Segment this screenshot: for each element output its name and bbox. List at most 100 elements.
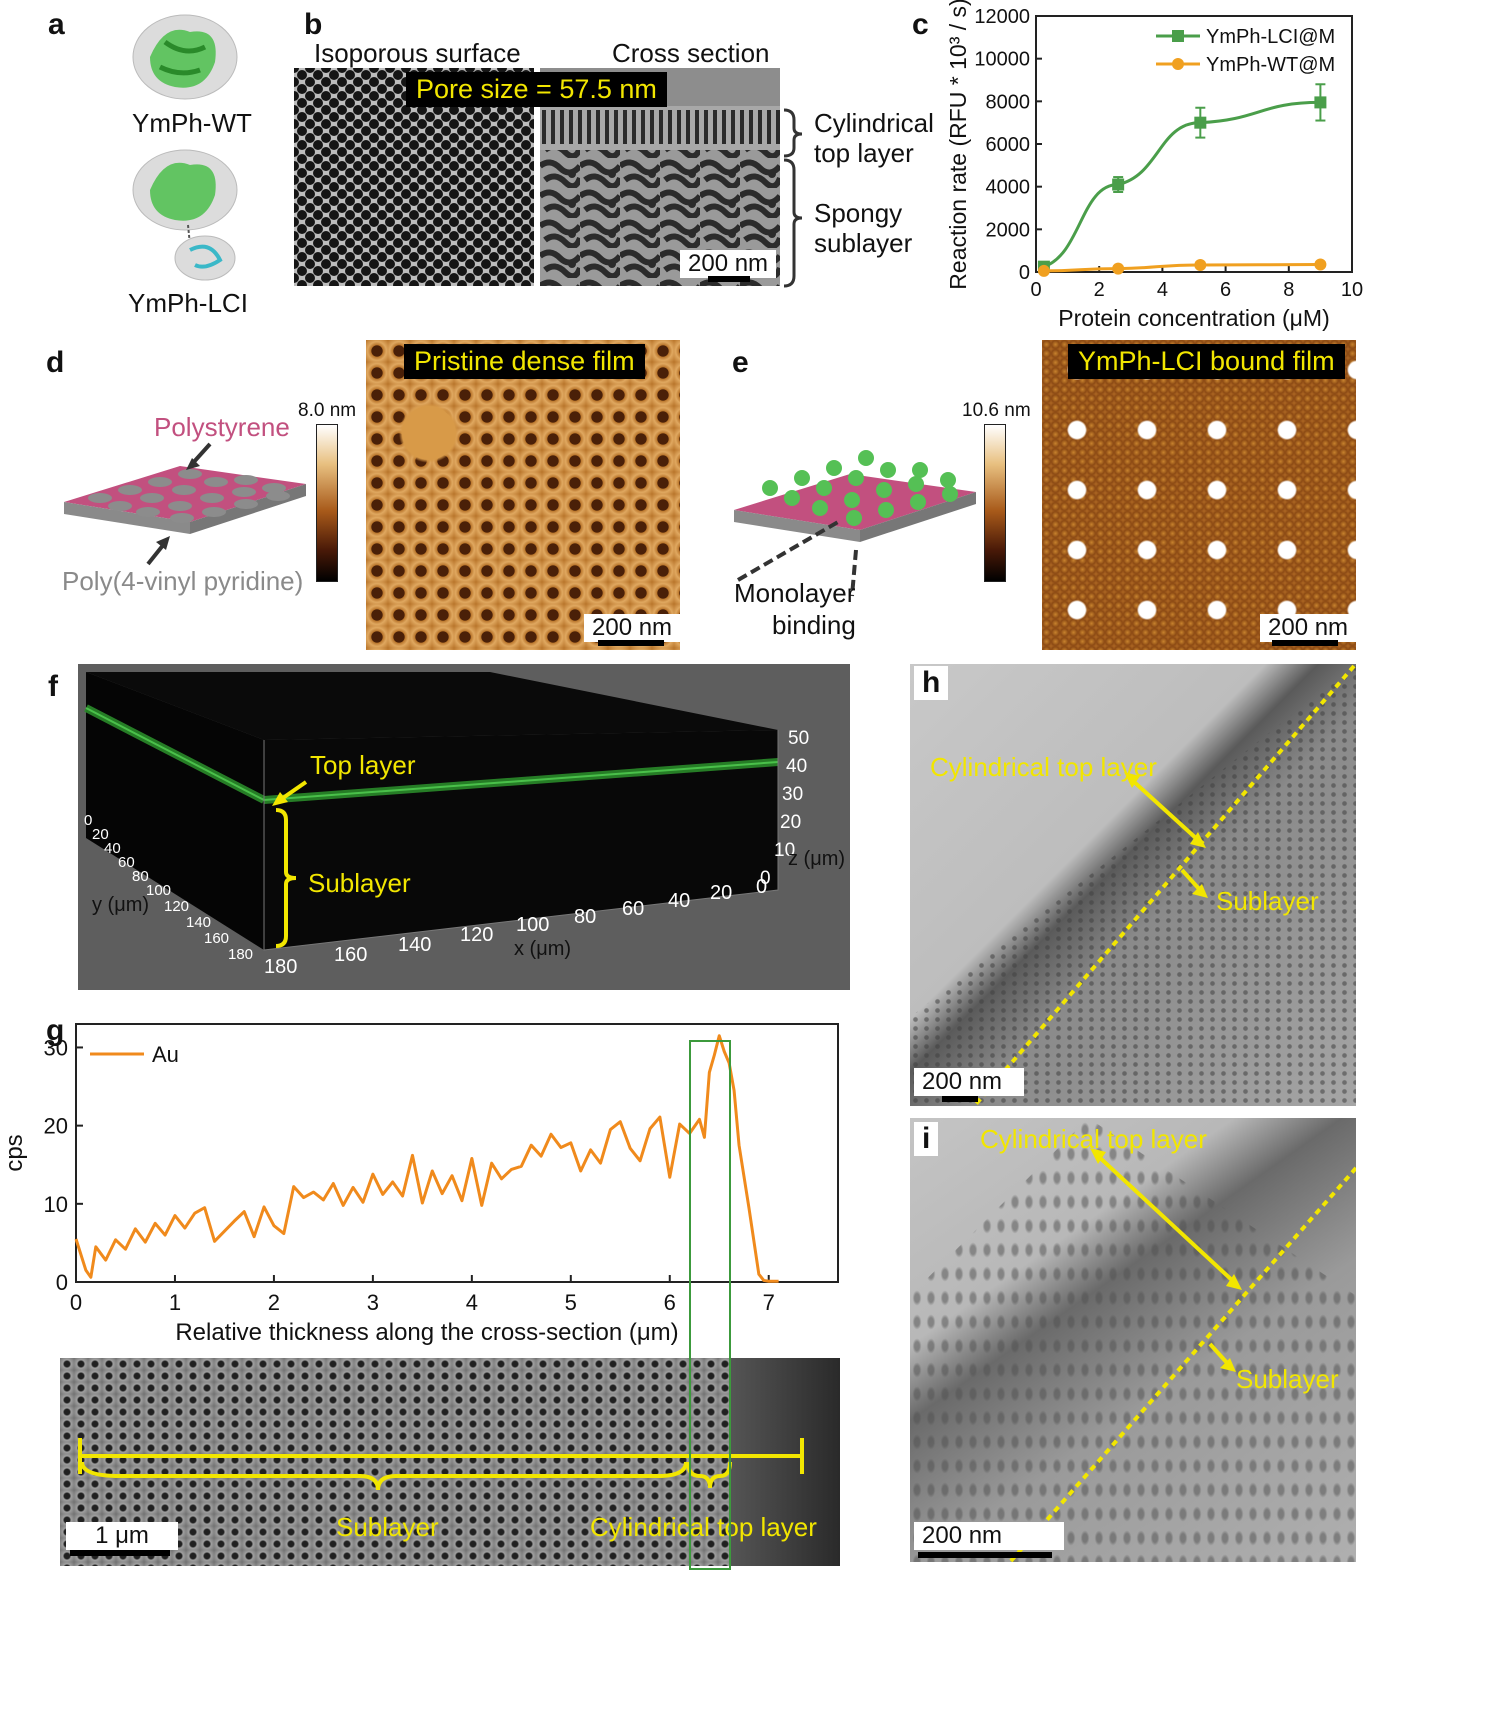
monolayer-label-line1: Monolayer xyxy=(734,578,856,608)
y-axis-tick-label: 140 xyxy=(186,914,212,931)
ymph-lci-label: YmPh-LCI xyxy=(128,288,248,318)
bound-film-title: YmPh-LCI bound film xyxy=(1068,344,1345,379)
y-tick-label: 12000 xyxy=(974,6,1030,28)
y-axis-tick-label: 100 xyxy=(146,882,172,899)
panel-b-brackets xyxy=(783,108,803,288)
data-point xyxy=(1112,262,1125,275)
panel-label-g: g xyxy=(46,1014,65,1047)
cylindrical-label-line1: Cylindrical xyxy=(814,108,934,138)
pore-size-badge: Pore size = 57.5 nm xyxy=(406,72,667,107)
x-axis-title: Relative thickness along the cross-secti… xyxy=(175,1319,678,1346)
panel-label-e: e xyxy=(732,346,749,379)
y-axis-tick-label: 20 xyxy=(92,826,109,843)
legend-label: YmPh-WT@M xyxy=(1206,54,1335,76)
series-line xyxy=(74,1034,779,1283)
top-layer-highlight-box xyxy=(689,1040,731,1570)
p4vp-arrow-icon xyxy=(146,536,170,566)
x-axis-tick-label: 120 xyxy=(460,924,494,946)
z-axis-tick-label: 10 xyxy=(774,840,796,861)
x-tick-label: 2 xyxy=(268,1290,280,1315)
panel-e-colorbar-max: 10.6 nm xyxy=(962,400,1031,421)
y-axis-tick-label: 120 xyxy=(164,898,190,915)
x-axis-title: Protein concentration (μM) xyxy=(1058,305,1329,331)
p4vp-label: Poly(4-vinyl pyridine) xyxy=(62,566,304,596)
panel-label-d: d xyxy=(46,346,65,379)
y-axis-tick-label: 180 xyxy=(228,946,254,963)
y-axis-label: y (μm) xyxy=(92,894,150,916)
panel-d-scale-label: 200 nm xyxy=(584,614,681,642)
x-tick-label: 10 xyxy=(1341,279,1363,301)
y-axis-tick-label: 160 xyxy=(204,930,230,947)
data-point xyxy=(1194,258,1207,271)
y-tick-label: 10000 xyxy=(974,49,1030,71)
x-axis-tick-label: 100 xyxy=(516,914,550,936)
bound-film-afm-image xyxy=(1042,340,1356,650)
panel-h-scale-bar xyxy=(942,1096,978,1102)
x-axis-tick-label: 40 xyxy=(668,890,691,912)
data-point xyxy=(1314,258,1327,271)
x-axis-tick-label: 20 xyxy=(710,882,733,904)
y-axis-title: cps xyxy=(1,1134,28,1171)
panel-d-scale-bar xyxy=(598,640,664,646)
spongy-label-line2: sublayer xyxy=(814,228,913,258)
panel-label-h: h xyxy=(914,666,949,700)
x-axis-tick-label: 160 xyxy=(334,944,368,966)
y-tick-label: 10 xyxy=(44,1192,68,1217)
x-tick-label: 0 xyxy=(70,1290,82,1315)
spongy-label-line1: Spongy xyxy=(814,198,903,228)
x-tick-label: 2 xyxy=(1094,279,1105,301)
y-tick-label: 8000 xyxy=(986,91,1031,113)
y-tick-label: 4000 xyxy=(986,177,1031,199)
z-axis-tick-label: 50 xyxy=(788,728,810,749)
x-tick-label: 1 xyxy=(169,1290,181,1315)
au-depth-profile-chart: 0 1 2 3 4 5 6 7 0 10 20 30 Relative thickness along … xyxy=(1,1023,839,1346)
series-line xyxy=(1043,100,1321,269)
x-axis-tick-label: 80 xyxy=(574,906,597,928)
top-layer-label: Top layer xyxy=(310,750,416,780)
x-axis-tick-label: 180 xyxy=(264,956,298,978)
data-point xyxy=(1112,178,1125,191)
panel-i-scale-label: 200 nm xyxy=(914,1522,1064,1550)
bound-film-schematic xyxy=(734,450,976,542)
sublayer-label-h: Sublayer xyxy=(1216,886,1319,916)
z-axis-label: z (μm) xyxy=(788,848,846,870)
data-point xyxy=(1194,116,1207,129)
panel-i-scale-bar xyxy=(918,1552,1052,1558)
polystyrene-arrow-icon xyxy=(186,442,212,470)
z-axis-tick-label: 30 xyxy=(782,784,804,805)
y-axis-title: Reaction rate (RFU * 10³ / s) xyxy=(945,0,971,290)
y-tick-label: 20 xyxy=(44,1114,68,1139)
cross-section-title: Cross section xyxy=(612,38,770,68)
panel-d-colorbar xyxy=(316,424,338,582)
legend-label: YmPh-LCI@M xyxy=(1206,26,1335,48)
panel-g-scale-label: 1 μm xyxy=(66,1522,178,1550)
cylindrical-label-line2: top layer xyxy=(814,138,914,168)
sublayer-label-f: Sublayer xyxy=(308,868,411,898)
data-point xyxy=(1314,96,1327,109)
x-axis-label: x (μm) xyxy=(514,938,572,960)
cylindrical-top-layer-label-h: Cylindrical top layer xyxy=(930,752,1157,782)
z-axis-tick-label: 40 xyxy=(786,756,808,777)
polystyrene-label: Polystyrene xyxy=(154,412,290,442)
x-tick-label: 6 xyxy=(664,1290,676,1315)
sublayer-bracket xyxy=(275,808,297,948)
plot-frame xyxy=(75,1023,839,1283)
y-tick-label: 2000 xyxy=(986,219,1031,241)
panel-e-scale-bar xyxy=(1272,640,1338,646)
x-tick-label: 6 xyxy=(1220,279,1231,301)
y-tick-label: 6000 xyxy=(986,134,1031,156)
panel-label-a: a xyxy=(48,8,65,41)
panel-label-c: c xyxy=(912,8,929,41)
sublayer-label-i: Sublayer xyxy=(1236,1364,1339,1394)
data-point xyxy=(1037,264,1050,277)
x-tick-label: 3 xyxy=(367,1290,379,1315)
panel-h-annotations xyxy=(974,664,1356,1106)
panel-i-annotations xyxy=(1008,1148,1356,1562)
monolayer-pointer-lines xyxy=(736,520,858,597)
dense-film-schematic xyxy=(64,466,306,534)
ymph-lci-structure-image xyxy=(132,149,238,281)
reaction-rate-chart: 0 2 4 6 8 10 0 2000 4000 6000 8000 10000 12000 Protei… xyxy=(945,0,1363,331)
panel-e-colorbar xyxy=(984,424,1006,582)
panel-d-colorbar-max: 8.0 nm xyxy=(298,400,357,421)
sem-strip-edge xyxy=(730,1358,840,1566)
